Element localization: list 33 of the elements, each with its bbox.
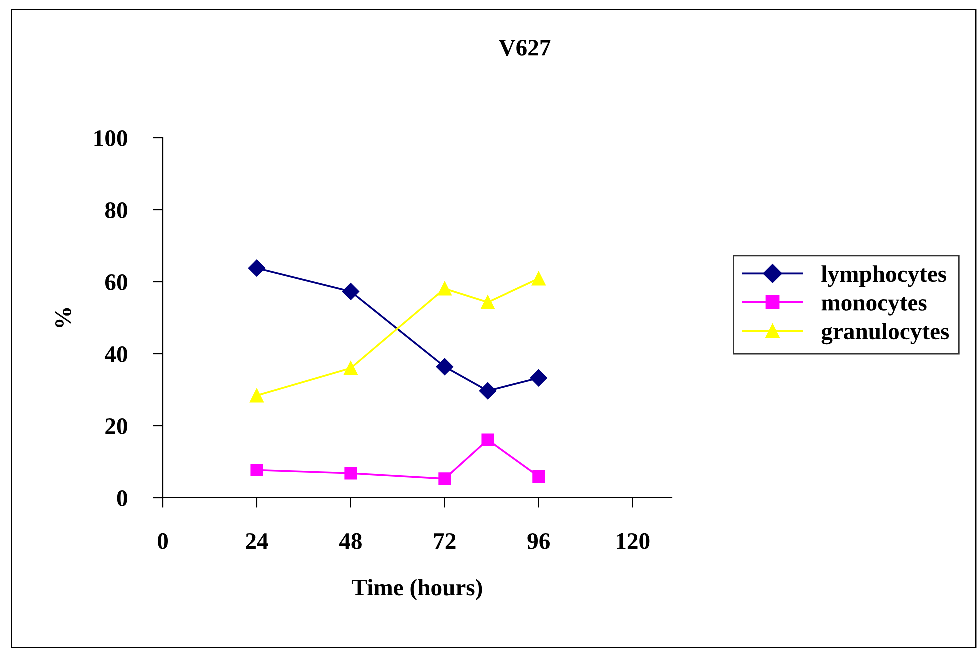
point [438,472,452,486]
point [250,388,264,403]
y-tick-label: 60 [105,274,128,290]
y-tick-label: 80 [105,202,128,218]
chart-title: V627 [499,40,551,56]
x-tick-label: 72 [434,533,456,550]
point [436,358,454,376]
point [530,370,548,387]
y-tick-label: 100 [94,130,128,146]
point [438,282,452,296]
y-tick-label: 0 [117,490,128,506]
x-axis-title: Time (hours) [352,579,482,601]
point [344,361,358,376]
legend-label: granulocytes [822,322,950,345]
point [250,464,264,477]
y-axis-title: % [55,308,72,328]
point [532,272,546,286]
x-tick-label: 120 [617,533,650,550]
y-tick-label: 20 [106,418,128,434]
point [479,382,497,400]
point [248,260,266,277]
legend-label: monocytes [822,297,927,316]
x-tick-label: 96 [528,533,550,550]
x-tick-label: 48 [339,533,362,550]
point [342,283,360,300]
point [481,296,495,310]
x-tick-label: 0 [158,533,168,550]
point [344,467,358,480]
point [532,470,546,484]
legend-label: lymphocytes [822,266,947,288]
x-tick-label: 24 [246,533,268,550]
y-tick-label: 40 [104,346,128,362]
point [482,434,494,446]
